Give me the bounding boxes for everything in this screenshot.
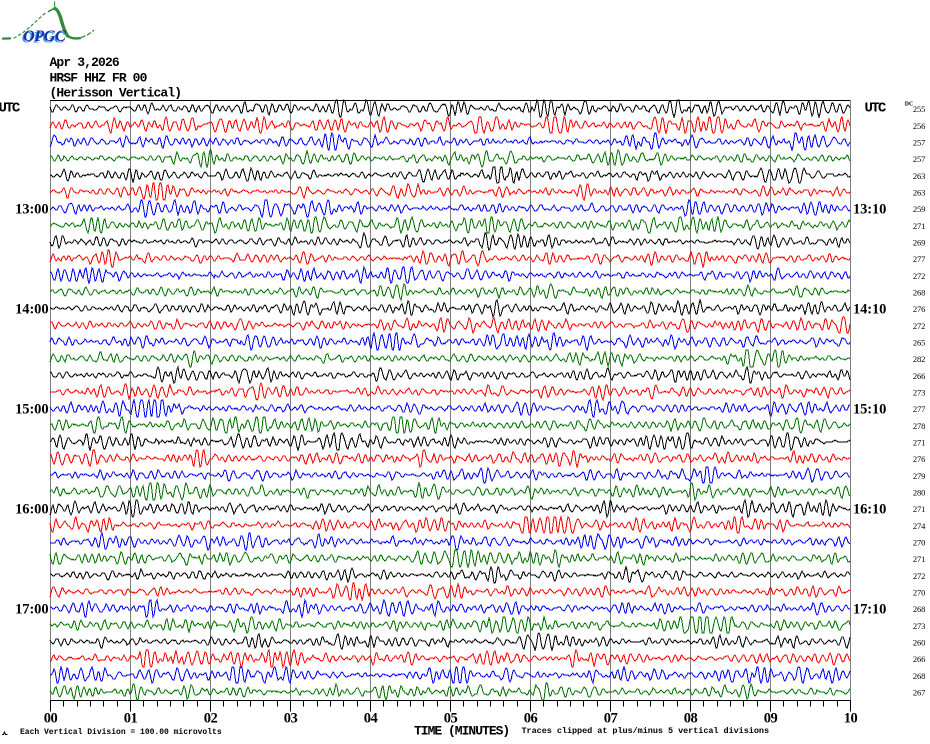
svg-text:260: 260 <box>913 638 925 648</box>
svg-text:UTC: UTC <box>0 100 21 116</box>
svg-text:10: 10 <box>844 710 858 726</box>
svg-text:273: 273 <box>913 621 925 631</box>
svg-text:17:10: 17:10 <box>853 602 886 618</box>
svg-text:271: 271 <box>913 554 925 564</box>
svg-text:08: 08 <box>684 710 698 726</box>
svg-text:266: 266 <box>913 371 925 381</box>
svg-text:07: 07 <box>604 710 618 726</box>
svg-text:Traces clipped at plus/minus 5: Traces clipped at plus/minus 5 vertical … <box>522 726 770 736</box>
svg-text:TIME (MINUTES): TIME (MINUTES) <box>414 723 509 738</box>
svg-text:OPGC: OPGC <box>23 28 66 45</box>
svg-text:277: 277 <box>913 404 925 414</box>
svg-text:267: 267 <box>913 688 925 698</box>
svg-text:268: 268 <box>913 671 925 681</box>
svg-text:17:00: 17:00 <box>15 602 48 618</box>
svg-text:OPGC: OPGC <box>22 29 65 46</box>
svg-text:13:10: 13:10 <box>853 202 886 218</box>
svg-text:03: 03 <box>284 710 298 726</box>
svg-text:14:10: 14:10 <box>853 302 886 318</box>
svg-text:279: 279 <box>913 471 925 481</box>
svg-text:UTC: UTC <box>865 100 887 116</box>
svg-text:278: 278 <box>913 421 925 431</box>
svg-text:255: 255 <box>913 104 925 114</box>
svg-text:269: 269 <box>913 238 925 248</box>
svg-text:16:10: 16:10 <box>853 502 886 518</box>
svg-text:06: 06 <box>524 710 538 726</box>
svg-text:DC: DC <box>905 101 913 107</box>
svg-text:263: 263 <box>913 171 925 181</box>
svg-text:259: 259 <box>913 204 925 214</box>
svg-text:282: 282 <box>913 354 925 364</box>
svg-text:272: 272 <box>913 271 925 281</box>
svg-text:(Herisson Vertical): (Herisson Vertical) <box>50 86 182 101</box>
svg-text:01: 01 <box>124 710 138 726</box>
svg-text:270: 270 <box>913 588 925 598</box>
svg-text:268: 268 <box>913 604 925 614</box>
svg-text:280: 280 <box>913 488 925 498</box>
svg-text:15:00: 15:00 <box>15 402 48 418</box>
svg-text:276: 276 <box>913 304 925 314</box>
svg-text:272: 272 <box>913 321 925 331</box>
svg-text:Apr 3,2026: Apr 3,2026 <box>50 55 120 70</box>
svg-text:271: 271 <box>913 504 925 514</box>
svg-text:02: 02 <box>204 710 218 726</box>
svg-text:272: 272 <box>913 571 925 581</box>
svg-text:268: 268 <box>913 288 925 298</box>
svg-text:265: 265 <box>913 338 925 348</box>
svg-text:266: 266 <box>913 654 925 664</box>
svg-text:276: 276 <box>913 454 925 464</box>
svg-text:270: 270 <box>913 538 925 548</box>
svg-text:05: 05 <box>444 710 458 726</box>
svg-text:16:00: 16:00 <box>15 502 48 518</box>
svg-text:09: 09 <box>764 710 778 726</box>
svg-text:256: 256 <box>913 121 925 131</box>
svg-text:257: 257 <box>913 138 925 148</box>
svg-text:274: 274 <box>913 521 926 531</box>
svg-text:04: 04 <box>364 710 378 726</box>
svg-text:277: 277 <box>913 254 925 264</box>
svg-text:00: 00 <box>44 710 58 726</box>
svg-text:273: 273 <box>913 388 925 398</box>
svg-text:263: 263 <box>913 188 925 198</box>
svg-text:15:10: 15:10 <box>853 402 886 418</box>
svg-text:13:00: 13:00 <box>15 202 48 218</box>
svg-text:271: 271 <box>913 221 925 231</box>
svg-text:14:00: 14:00 <box>15 302 48 318</box>
svg-text:257: 257 <box>913 154 925 164</box>
svg-text:271: 271 <box>913 438 925 448</box>
svg-text:HRSF HHZ FR 00: HRSF HHZ FR 00 <box>50 71 148 86</box>
svg-text:Each Vertical Division = 100.: Each Vertical Division = 100.00 microvol… <box>20 728 222 737</box>
